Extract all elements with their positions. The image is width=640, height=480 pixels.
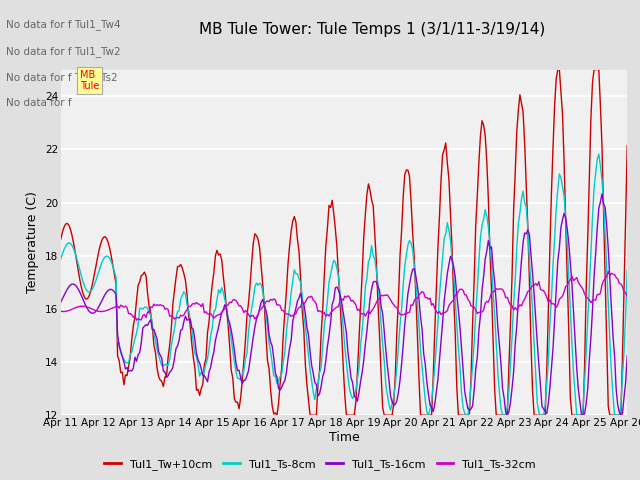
- Tul1_Ts-16cm: [598, 191, 606, 197]
- Tul1_Tw+10cm: [57, 236, 65, 242]
- Tul1_Tw+10cm: [273, 412, 281, 418]
- Tul1_Tw+10cm: [244, 300, 252, 305]
- Text: MB
Tule: MB Tule: [80, 70, 99, 91]
- Tul1_Ts-16cm: [593, 225, 601, 231]
- Tul1_Ts-8cm: [305, 353, 312, 359]
- Tul1_Ts-32cm: [604, 268, 612, 274]
- Tul1_Ts-16cm: [623, 353, 631, 359]
- Line: Tul1_Ts-32cm: Tul1_Ts-32cm: [61, 271, 627, 320]
- Legend: Tul1_Tw+10cm, Tul1_Ts-8cm, Tul1_Ts-16cm, Tul1_Ts-32cm: Tul1_Tw+10cm, Tul1_Ts-8cm, Tul1_Ts-16cm,…: [100, 455, 540, 474]
- Tul1_Ts-32cm: [246, 314, 254, 320]
- Tul1_Ts-32cm: [57, 308, 65, 314]
- Line: Tul1_Tw+10cm: Tul1_Tw+10cm: [61, 70, 627, 415]
- Tul1_Ts-32cm: [593, 292, 601, 298]
- Tul1_Ts-8cm: [254, 282, 262, 288]
- Tul1_Ts-8cm: [623, 267, 631, 273]
- Tul1_Ts-32cm: [227, 300, 235, 306]
- Tul1_Tw+10cm: [595, 67, 603, 72]
- Tul1_Ts-32cm: [256, 308, 264, 313]
- Tul1_Ts-32cm: [126, 311, 134, 316]
- Y-axis label: Temperature (C): Temperature (C): [26, 192, 39, 293]
- Tul1_Ts-16cm: [504, 412, 511, 418]
- Tul1_Ts-8cm: [424, 412, 432, 418]
- Tul1_Ts-8cm: [595, 151, 603, 157]
- Tul1_Ts-16cm: [244, 368, 252, 373]
- Tul1_Ts-32cm: [306, 294, 314, 300]
- Tul1_Tw+10cm: [554, 67, 562, 72]
- Tul1_Ts-32cm: [623, 293, 631, 299]
- Text: No data for f Tul1_Tw4: No data for f Tul1_Tw4: [6, 19, 121, 30]
- Tul1_Ts-8cm: [226, 324, 234, 330]
- Text: No data for f: No data for f: [6, 98, 72, 108]
- Tul1_Ts-16cm: [57, 299, 65, 305]
- Tul1_Ts-16cm: [254, 312, 262, 318]
- Line: Tul1_Ts-8cm: Tul1_Ts-8cm: [61, 154, 627, 415]
- Tul1_Tw+10cm: [226, 342, 234, 348]
- Tul1_Ts-8cm: [244, 329, 252, 335]
- Text: No data for f Tul1_Ts2: No data for f Tul1_Ts2: [6, 72, 118, 83]
- Tul1_Ts-8cm: [57, 256, 65, 262]
- Tul1_Ts-8cm: [126, 352, 134, 358]
- Tul1_Ts-16cm: [226, 320, 234, 326]
- X-axis label: Time: Time: [328, 431, 360, 444]
- Tul1_Ts-16cm: [305, 332, 312, 338]
- Title: MB Tule Tower: Tule Temps 1 (3/1/11-3/19/14): MB Tule Tower: Tule Temps 1 (3/1/11-3/19…: [199, 22, 545, 36]
- Line: Tul1_Ts-16cm: Tul1_Ts-16cm: [61, 194, 627, 415]
- Tul1_Ts-32cm: [132, 317, 140, 323]
- Tul1_Tw+10cm: [623, 143, 631, 149]
- Tul1_Ts-8cm: [593, 156, 601, 162]
- Tul1_Ts-16cm: [126, 368, 134, 373]
- Tul1_Tw+10cm: [254, 236, 262, 242]
- Tul1_Tw+10cm: [126, 354, 134, 360]
- Tul1_Tw+10cm: [306, 412, 314, 418]
- Text: No data for f Tul1_Tw2: No data for f Tul1_Tw2: [6, 46, 121, 57]
